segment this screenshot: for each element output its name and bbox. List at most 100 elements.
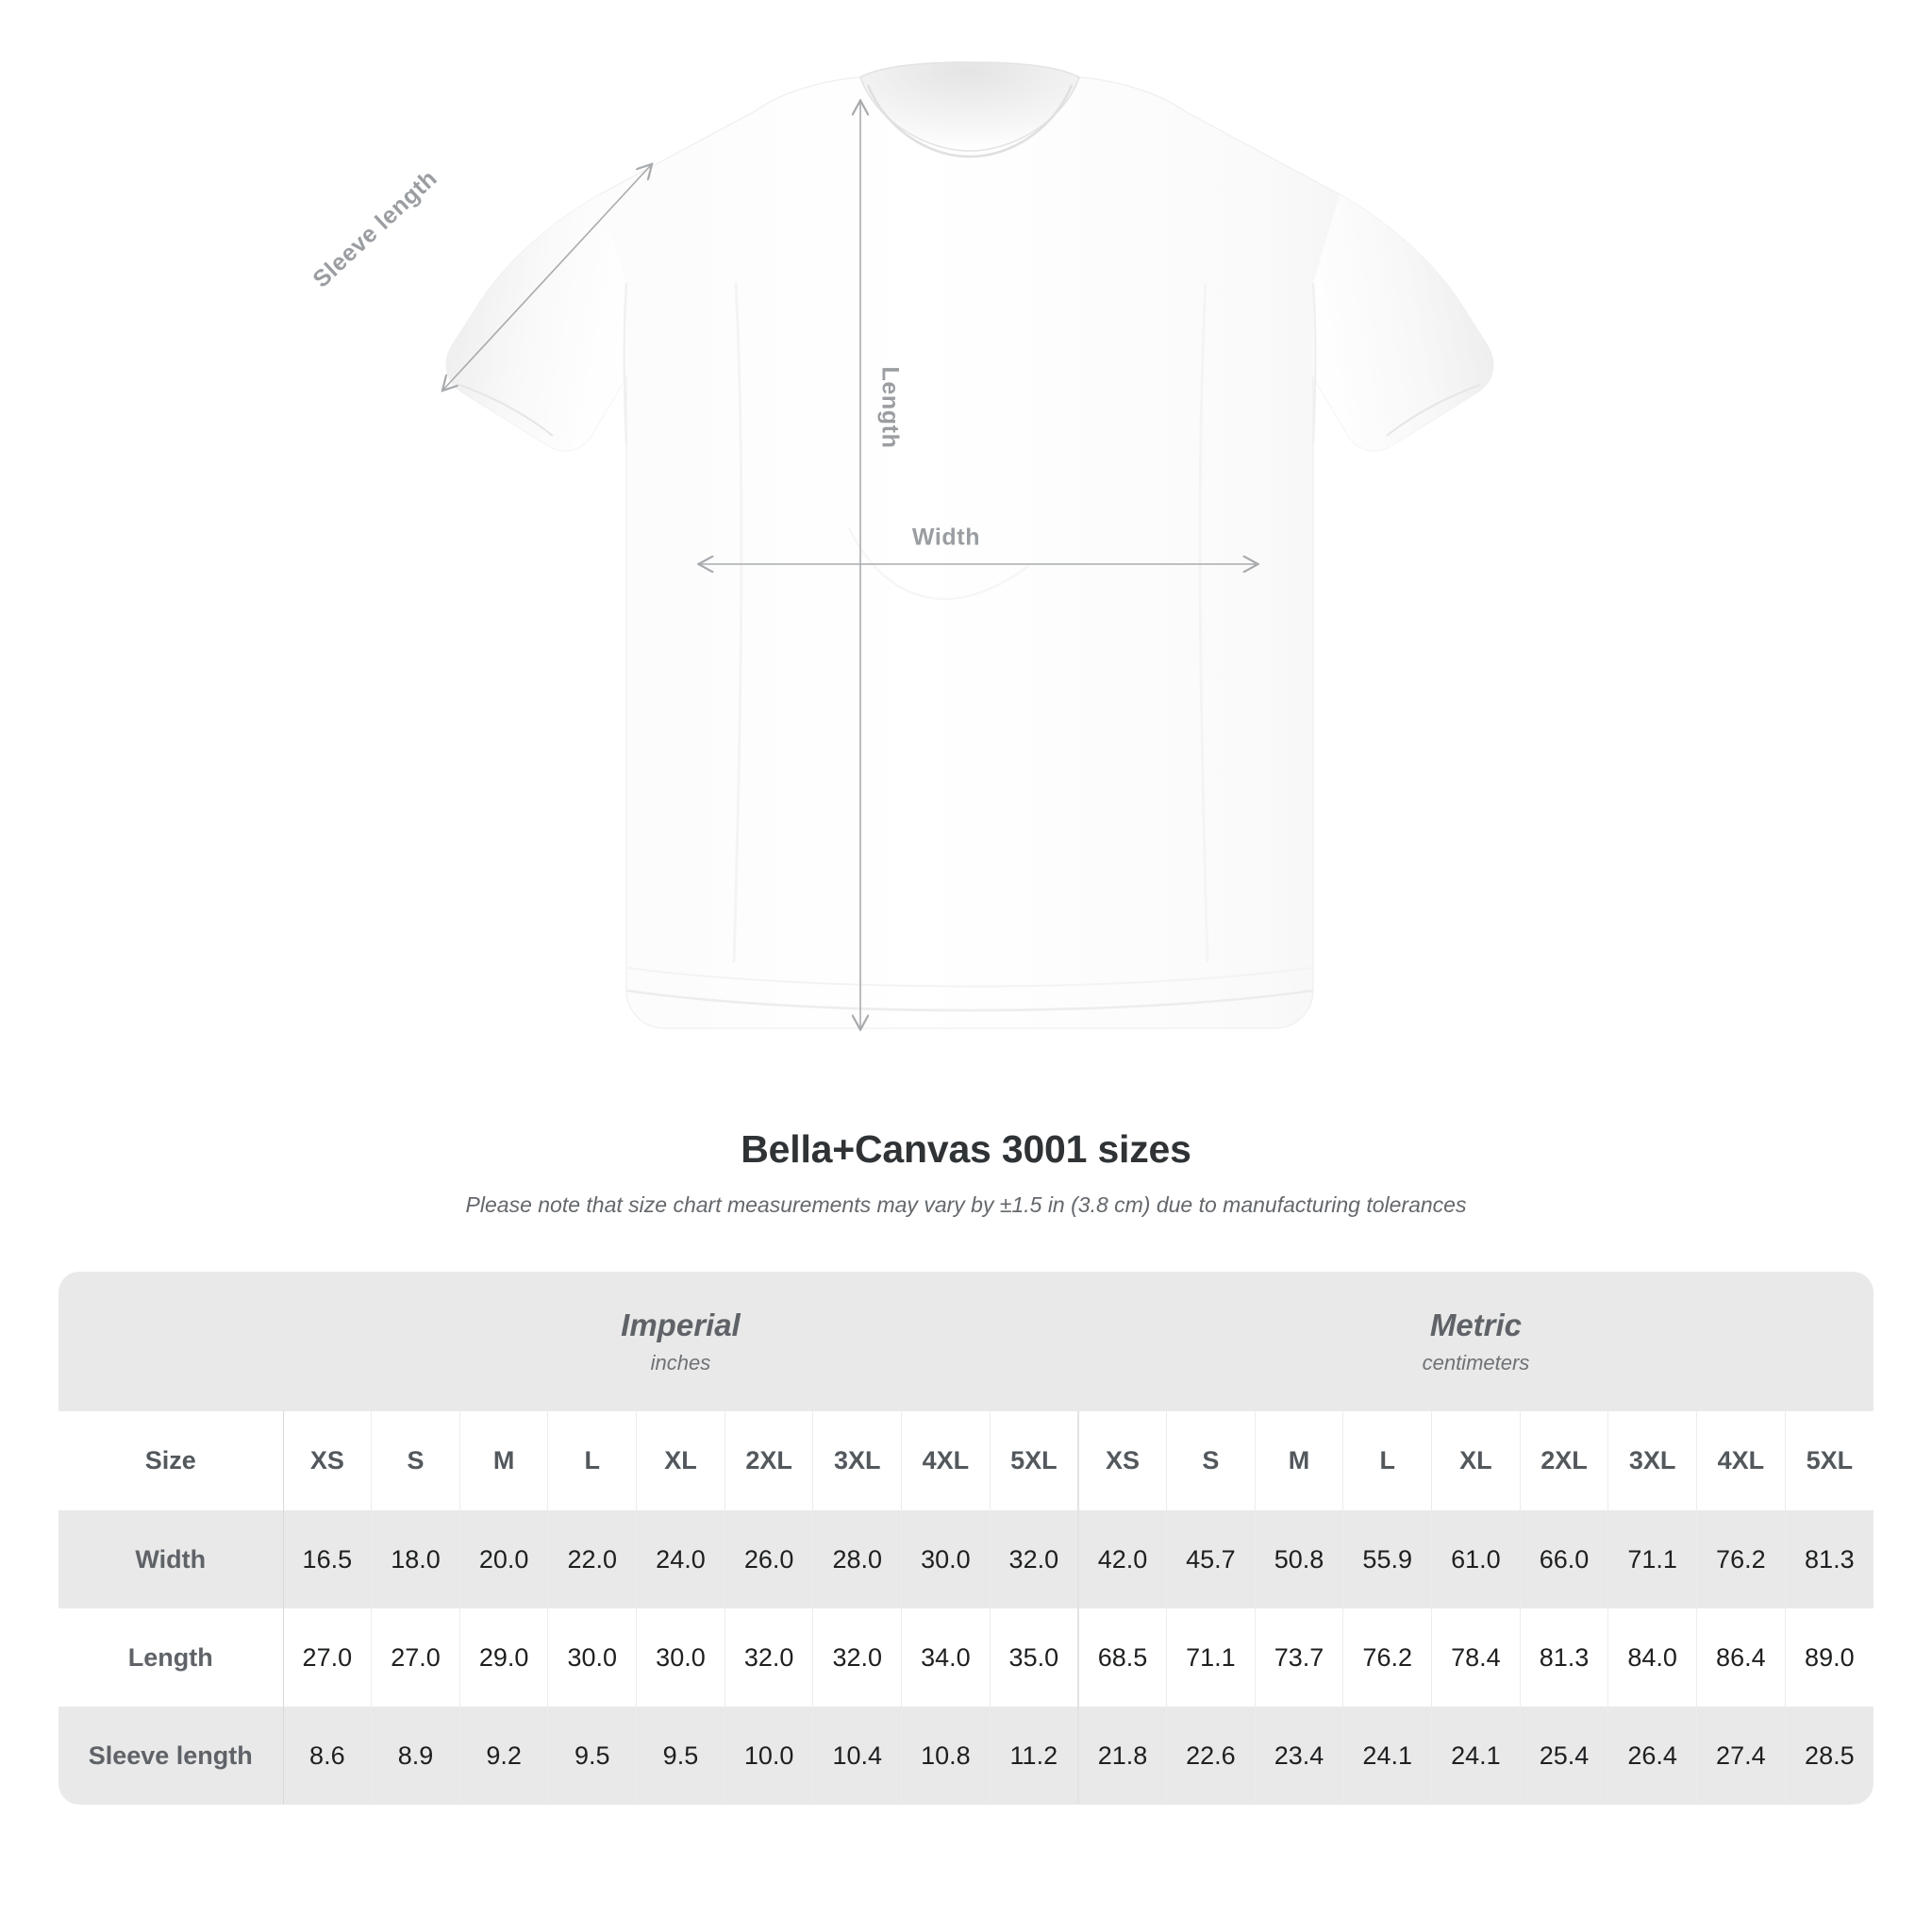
table-cell: 61.0 <box>1431 1510 1521 1608</box>
size-header-row: Size XS S M L XL 2XL 3XL 4XL 5XL XS S M L XL 2XL 3XL 4XL 5… <box>58 1411 1874 1510</box>
unit-header-spacer <box>58 1272 283 1411</box>
table-cell: 29.0 <box>459 1608 549 1707</box>
table-cell: 8.6 <box>283 1707 373 1805</box>
row-label: Sleeve length <box>58 1707 284 1805</box>
size-column-header: 3XL <box>812 1411 903 1510</box>
size-column-header: XL <box>636 1411 725 1510</box>
size-column-header: 5XL <box>1785 1411 1874 1510</box>
table-cell: 21.8 <box>1077 1707 1168 1805</box>
table-cell: 18.0 <box>371 1510 460 1608</box>
width-annotation: Width <box>911 524 981 551</box>
unit-group-name: Imperial <box>621 1307 741 1343</box>
table-cell: 27.4 <box>1696 1707 1786 1805</box>
table-cell: 22.0 <box>547 1510 638 1608</box>
table-cell: 76.2 <box>1696 1510 1786 1608</box>
tshirt-diagram: Sleeve length Length Width <box>0 61 1494 1113</box>
table-cell: 30.0 <box>547 1608 638 1707</box>
table-cell: 27.0 <box>371 1608 460 1707</box>
size-column-header: M <box>459 1411 549 1510</box>
size-column-header: XS <box>1077 1411 1168 1510</box>
table-cell: 81.3 <box>1785 1510 1874 1608</box>
table-cell: 24.1 <box>1342 1707 1433 1805</box>
size-column-header: S <box>371 1411 460 1510</box>
table-cell: 76.2 <box>1342 1608 1433 1707</box>
title-block: Bella+Canvas 3001 sizes Please note that… <box>0 1127 1932 1218</box>
table-cell: 55.9 <box>1342 1510 1433 1608</box>
table-cell: 22.6 <box>1166 1707 1256 1805</box>
table-cell: 24.1 <box>1431 1707 1521 1805</box>
size-column-header: 2XL <box>1520 1411 1609 1510</box>
table-cell: 42.0 <box>1077 1510 1168 1608</box>
size-column-header: 5XL <box>990 1411 1079 1510</box>
table-cell: 26.4 <box>1607 1707 1697 1805</box>
table-cell: 32.0 <box>724 1608 814 1707</box>
size-column-header: XL <box>1431 1411 1521 1510</box>
size-table-container: Imperial inches Metric centimeters Size XS S M L… <box>58 1272 1874 1805</box>
table-cell: 71.1 <box>1166 1608 1256 1707</box>
table-cell: 86.4 <box>1696 1608 1786 1707</box>
table-cell: 30.0 <box>636 1608 725 1707</box>
table-cell: 34.0 <box>901 1608 991 1707</box>
table-cell: 50.8 <box>1255 1510 1344 1608</box>
table-cell: 27.0 <box>283 1608 373 1707</box>
table-cell: 35.0 <box>990 1608 1079 1707</box>
size-column-header: L <box>547 1411 638 1510</box>
size-column-header: M <box>1255 1411 1344 1510</box>
size-column-header: XS <box>283 1411 373 1510</box>
table-cell: 28.5 <box>1785 1707 1874 1805</box>
size-column-header: L <box>1342 1411 1433 1510</box>
table-cell: 11.2 <box>990 1707 1079 1805</box>
size-header-label: Size <box>58 1411 284 1510</box>
size-column-header: 4XL <box>1696 1411 1786 1510</box>
table-cell: 9.5 <box>636 1707 725 1805</box>
unit-header-row: Imperial inches Metric centimeters <box>58 1272 1874 1411</box>
length-annotation: Length <box>876 366 904 449</box>
table-cell: 24.0 <box>636 1510 725 1608</box>
shirt-shape <box>445 61 1494 1029</box>
table-cell: 71.1 <box>1607 1510 1697 1608</box>
size-column-header: S <box>1166 1411 1256 1510</box>
unit-group-name: Metric <box>1429 1307 1523 1343</box>
table-cell: 89.0 <box>1785 1608 1874 1707</box>
table-cell: 45.7 <box>1166 1510 1256 1608</box>
table-cell: 66.0 <box>1520 1510 1609 1608</box>
row-label: Width <box>58 1510 284 1608</box>
size-table: Imperial inches Metric centimeters Size XS S M L… <box>58 1272 1874 1805</box>
table-cell: 84.0 <box>1607 1608 1697 1707</box>
table-cell: 28.0 <box>812 1510 903 1608</box>
table-row: Width 16.5 18.0 20.0 22.0 24.0 26.0 28.0 30.0 32.… <box>58 1510 1874 1608</box>
table-cell: 20.0 <box>459 1510 549 1608</box>
table-cell: 78.4 <box>1431 1608 1521 1707</box>
table-cell: 73.7 <box>1255 1608 1344 1707</box>
table-cell: 8.9 <box>371 1707 460 1805</box>
page-title: Bella+Canvas 3001 sizes <box>741 1127 1191 1171</box>
table-cell: 9.2 <box>459 1707 549 1805</box>
table-cell: 32.0 <box>812 1608 903 1707</box>
sleeve-arrow <box>443 165 651 390</box>
size-column-header: 3XL <box>1607 1411 1697 1510</box>
size-column-header: 4XL <box>901 1411 991 1510</box>
tshirt-illustration <box>0 61 1494 1113</box>
table-row: Sleeve length 8.6 8.9 9.2 9.5 9.5 10.0 10.4 10.8… <box>58 1707 1874 1805</box>
table-cell: 10.4 <box>812 1707 903 1805</box>
size-column-header: 2XL <box>724 1411 814 1510</box>
unit-group-subtitle: inches <box>650 1350 711 1374</box>
table-cell: 23.4 <box>1255 1707 1344 1805</box>
unit-group-metric: Metric centimeters <box>1077 1272 1874 1411</box>
measurement-guides <box>443 102 1257 1028</box>
table-cell: 30.0 <box>901 1510 991 1608</box>
table-cell: 68.5 <box>1077 1608 1168 1707</box>
table-cell: 10.8 <box>901 1707 991 1805</box>
table-cell: 32.0 <box>990 1510 1079 1608</box>
row-label: Length <box>58 1608 284 1707</box>
table-cell: 10.0 <box>724 1707 814 1805</box>
table-cell: 26.0 <box>724 1510 814 1608</box>
unit-group-subtitle: centimeters <box>1422 1350 1530 1374</box>
table-cell: 81.3 <box>1520 1608 1609 1707</box>
table-cell: 16.5 <box>283 1510 373 1608</box>
table-cell: 25.4 <box>1520 1707 1609 1805</box>
unit-group-imperial: Imperial inches <box>283 1272 1078 1411</box>
page-subtitle: Please note that size chart measurements… <box>465 1192 1467 1217</box>
table-row: Length 27.0 27.0 29.0 30.0 30.0 32.0 32.0 34.0 35… <box>58 1608 1874 1707</box>
